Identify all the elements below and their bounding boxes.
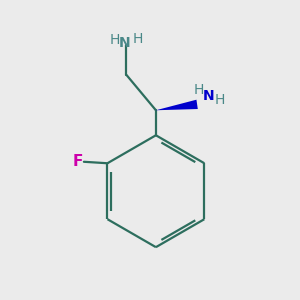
Text: F: F bbox=[72, 154, 82, 169]
Text: H: H bbox=[215, 93, 225, 107]
Polygon shape bbox=[156, 100, 198, 110]
Text: H: H bbox=[132, 32, 143, 46]
Text: N: N bbox=[119, 35, 131, 50]
Text: N: N bbox=[202, 88, 214, 103]
Text: H: H bbox=[194, 83, 204, 97]
Text: H: H bbox=[110, 33, 120, 47]
